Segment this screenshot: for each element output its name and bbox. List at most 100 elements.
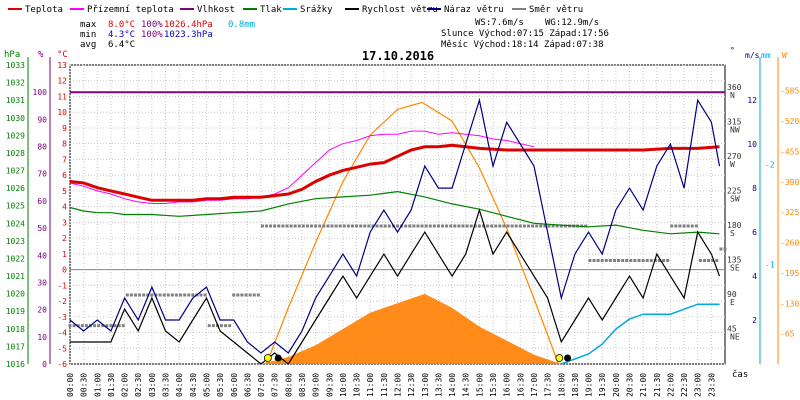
- tick-mm: -1: [765, 260, 775, 269]
- series-smer-point: [228, 324, 232, 328]
- series-smer-point: [170, 293, 174, 297]
- series-smer-point: [252, 293, 256, 297]
- series-smer-point: [662, 259, 666, 262]
- series-smer-point: [359, 224, 363, 228]
- series-smer-point: [592, 259, 596, 262]
- series-smer-point: [621, 259, 625, 262]
- tick-dir-cardinal: SW: [730, 195, 740, 204]
- tick-x: 19:00: [585, 373, 594, 397]
- series-smer-point: [334, 224, 338, 228]
- tick-ms: 6: [752, 228, 757, 237]
- series-smer-point: [310, 224, 314, 228]
- series-smer-point: [93, 324, 97, 328]
- series-smer-point: [367, 224, 371, 228]
- axis-title-hpa: hPa: [4, 50, 20, 60]
- series-smer-point: [658, 259, 661, 262]
- series-smer-point: [285, 224, 289, 228]
- series-naraz-vetru: [69, 97, 721, 354]
- tick-w: -195: [780, 269, 799, 278]
- tick-w: -325: [780, 208, 799, 217]
- series-smer-point: [248, 293, 252, 297]
- series-smer-point: [187, 293, 191, 297]
- series-smer-point: [121, 324, 125, 328]
- series-smer-point: [183, 293, 187, 297]
- series-smer-point: [633, 259, 637, 262]
- tick-x: 03:30: [162, 373, 171, 397]
- axis-label-x: čas: [732, 369, 748, 380]
- moonset-marker: [274, 354, 282, 362]
- tick-w: -520: [780, 117, 799, 126]
- tick-w: -455: [780, 147, 799, 156]
- series-solar-area: [261, 293, 562, 364]
- series-smer-point: [265, 224, 268, 228]
- series-smer-point: [203, 293, 207, 297]
- tick-hpa: 1021: [6, 272, 25, 281]
- series-smer-point: [461, 224, 465, 228]
- tick-w: -390: [780, 178, 799, 187]
- series-smer-point: [174, 293, 178, 297]
- series-smer-point: [682, 224, 686, 228]
- tick-pct: 60: [37, 197, 47, 206]
- series-smer-point: [273, 224, 277, 228]
- tick-pct: 40: [37, 251, 47, 260]
- series-smer-point: [559, 224, 563, 228]
- tick-ms: 10: [747, 140, 757, 149]
- tick-c: 4: [62, 203, 67, 212]
- tick-hpa: 1019: [6, 307, 25, 316]
- series-smer-point: [244, 293, 248, 297]
- series-smer-point: [150, 293, 154, 297]
- tick-x: 18:30: [571, 373, 580, 397]
- tick-hpa: 1026: [6, 184, 25, 193]
- tick-c: 1: [62, 250, 67, 259]
- tick-dir: 315: [727, 118, 742, 127]
- tick-c: -2: [57, 297, 67, 306]
- tick-pct: 0: [42, 360, 47, 369]
- series-smer-point: [76, 324, 80, 328]
- series-smer-point: [514, 224, 518, 228]
- series-smer-point: [113, 324, 117, 328]
- series-smer-point: [375, 224, 379, 228]
- tick-x: 12:00: [394, 373, 403, 397]
- tick-x: 06:00: [230, 373, 239, 397]
- series-smer-point: [97, 324, 101, 328]
- tick-x: 01:30: [107, 373, 116, 397]
- series-smer-point: [396, 224, 399, 228]
- series-smer-point: [645, 259, 649, 262]
- tick-x: 23:30: [707, 373, 716, 397]
- tick-x: 05:30: [216, 373, 225, 397]
- tick-c: 10: [57, 108, 67, 117]
- series-smer-point: [281, 224, 285, 228]
- series-smer-point: [629, 259, 633, 262]
- axis-title-c: °C: [57, 50, 68, 60]
- series-smer-point: [363, 224, 367, 228]
- legend-label: Tlak: [260, 5, 282, 15]
- series-smer-point: [199, 293, 203, 297]
- series-smer-point: [322, 224, 326, 228]
- tick-hpa: 1018: [6, 325, 25, 334]
- series-smer-point: [355, 224, 359, 228]
- tick-hpa: 1023: [6, 237, 25, 246]
- axis-title-ms: m/s: [745, 51, 760, 60]
- series-smer-point: [690, 224, 694, 228]
- tick-c: 3: [62, 218, 67, 227]
- tick-x: 14:30: [462, 373, 471, 397]
- series-smer-point: [416, 224, 420, 228]
- series-smer-point: [318, 224, 322, 228]
- series-smer-point: [342, 224, 346, 228]
- axis-title-dir: °: [730, 46, 735, 55]
- tick-c: -1: [57, 281, 67, 290]
- tick-hpa: 1025: [6, 202, 25, 211]
- series-smer-point: [551, 224, 555, 228]
- tick-x: 15:30: [489, 373, 498, 397]
- series-smer-point: [260, 224, 264, 228]
- series-smer-point: [719, 247, 723, 251]
- series-smer-point: [617, 259, 621, 262]
- series-smer-point: [80, 324, 84, 328]
- tick-c: 11: [57, 92, 67, 101]
- tick-x: 14:00: [448, 373, 457, 397]
- tick-dir-cardinal: E: [730, 298, 735, 307]
- tick-x: 20:30: [625, 373, 634, 397]
- tick-c: 6: [62, 171, 67, 180]
- stat-temp: 8.0°C: [108, 20, 135, 30]
- series-smer-point: [301, 224, 305, 228]
